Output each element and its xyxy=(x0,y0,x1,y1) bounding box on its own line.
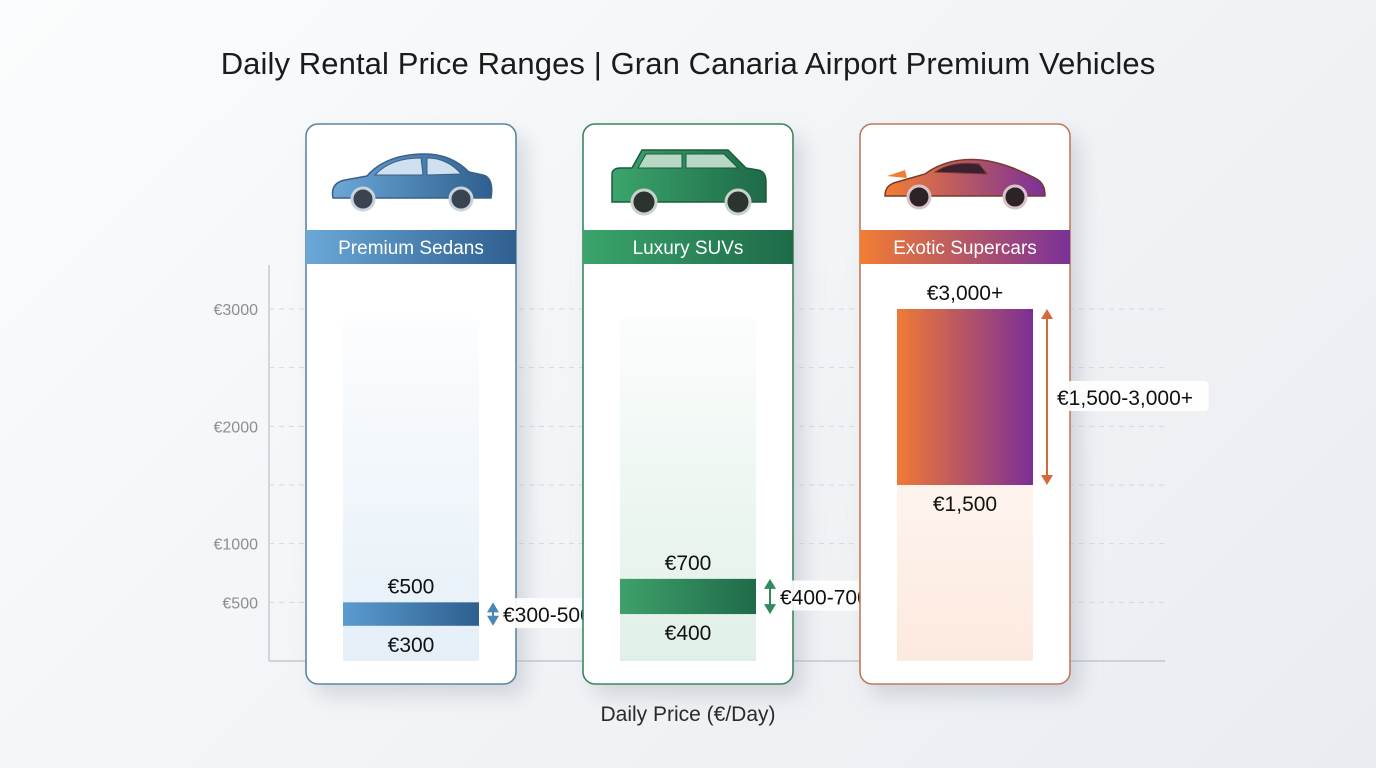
card-1: Premium Sedans €500 €300 €300-500 xyxy=(305,123,599,685)
range-label: €1,500-3,000+ xyxy=(1057,387,1193,410)
y-tick-label: €1000 xyxy=(214,537,259,554)
chart-title: Daily Rental Price Ranges | Gran Canaria… xyxy=(220,46,1156,81)
range-label-bg xyxy=(499,598,599,629)
suv-icon xyxy=(611,149,767,216)
card-header xyxy=(583,230,793,264)
card-header xyxy=(860,230,1070,264)
range-arrow-head-down xyxy=(764,604,776,615)
range-arrow-head-up xyxy=(1041,309,1053,319)
y-tick-label: €2000 xyxy=(214,419,259,436)
range-arrow-head-down xyxy=(487,615,499,626)
card-3: Exotic Supercars €3,000+ €1,500 €1,500-3,00… xyxy=(859,123,1209,685)
sedan-icon xyxy=(331,153,493,212)
range-bar xyxy=(620,578,756,615)
range-bar xyxy=(343,602,479,626)
high-value-label: €700 xyxy=(665,552,712,575)
supercar-icon xyxy=(884,158,1046,210)
range-label-bg xyxy=(776,580,876,611)
high-value-label: €500 xyxy=(388,575,435,598)
y-tick-label: €3000 xyxy=(214,302,259,319)
range-label: €300-500 xyxy=(503,604,592,627)
range-arrow-head-down xyxy=(1041,475,1053,485)
card-2: Luxury SUVs €700 €400 €400-700 xyxy=(582,123,876,685)
low-value-label: €300 xyxy=(388,634,435,657)
category-label: Exotic Supercars xyxy=(893,238,1037,259)
range-arrow-head-up xyxy=(764,578,776,589)
range-label-bg xyxy=(1053,381,1209,411)
y-tick-label: €500 xyxy=(222,595,258,612)
low-value-label: €1,500 xyxy=(933,493,997,516)
category-label: Luxury SUVs xyxy=(633,238,744,259)
category-label: Premium Sedans xyxy=(338,238,484,259)
range-arrow-head-up xyxy=(487,602,499,613)
range-label: €400-700 xyxy=(780,586,869,609)
high-value-label: €3,000+ xyxy=(927,282,1004,305)
x-axis-label: Daily Price (€/Day) xyxy=(600,703,776,726)
range-bar xyxy=(897,309,1033,485)
low-value-label: €400 xyxy=(665,622,712,645)
card-header xyxy=(306,230,516,264)
